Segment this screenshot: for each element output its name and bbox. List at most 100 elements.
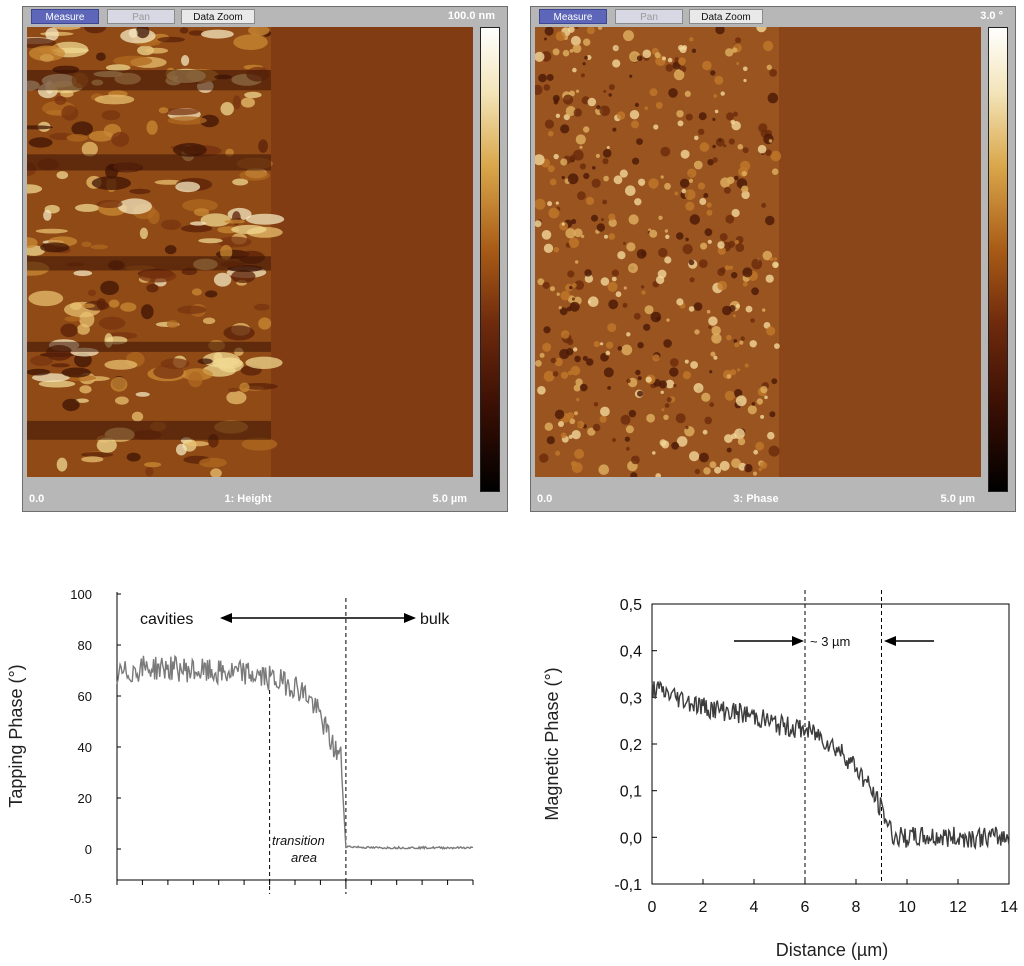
height-texture-grain xyxy=(81,141,98,157)
phase-texture-grain xyxy=(602,199,608,205)
phase-texture-grain xyxy=(553,153,559,160)
phase-texture-grain xyxy=(561,175,565,180)
annotation-bulk: bulk xyxy=(420,611,450,628)
phase-texture-grain xyxy=(573,347,578,352)
height-texture-grain xyxy=(197,358,213,365)
height-texture-grain xyxy=(180,224,213,233)
phase-texture-grain xyxy=(712,117,716,121)
phase-texture-grain xyxy=(645,376,652,383)
phase-texture-grain xyxy=(572,283,577,288)
phase-texture-grain xyxy=(704,228,713,237)
phase-texture-grain xyxy=(740,336,745,341)
phase-texture-grain xyxy=(674,191,679,196)
phase-texture-grain xyxy=(582,62,586,66)
phase-texture-grain xyxy=(587,97,597,107)
phase-texture-grain xyxy=(658,247,668,258)
phase-texture-grain xyxy=(701,392,711,402)
y-tick-label: 0,3 xyxy=(620,690,642,707)
height-texture-grain xyxy=(98,316,126,330)
phase-texture-grain xyxy=(743,66,748,72)
phase-texture-grain xyxy=(628,409,637,418)
x-start-label: 0.0 xyxy=(537,493,553,505)
phase-texture-grain xyxy=(568,237,580,248)
measure-button[interactable]: Measure xyxy=(31,9,99,24)
height-texture-grain xyxy=(141,304,154,320)
phase-texture-grain xyxy=(668,88,678,98)
pan-button[interactable]: Pan xyxy=(615,9,683,24)
phase-texture-grain xyxy=(689,451,700,462)
height-dark-band xyxy=(27,420,271,440)
pan-button[interactable]: Pan xyxy=(107,9,175,24)
phase-texture-grain xyxy=(612,59,621,68)
phase-texture-grain xyxy=(753,449,759,455)
height-texture-grain xyxy=(241,437,278,451)
y-tick-label: 0,4 xyxy=(620,644,642,661)
phase-texture-grain xyxy=(707,239,712,244)
phase-texture-grain xyxy=(702,60,712,71)
phase-texture-grain xyxy=(637,342,644,349)
phase-texture-grain xyxy=(546,74,554,81)
phase-texture-grain xyxy=(734,342,740,348)
phase-texture-grain xyxy=(709,370,713,374)
phase-texture-grain xyxy=(717,246,726,255)
height-texture-grain xyxy=(56,171,69,180)
phase-texture-grain xyxy=(584,55,588,60)
phase-texture-grain xyxy=(670,358,679,367)
phase-texture-grain xyxy=(751,258,763,270)
phase-texture-grain xyxy=(611,269,619,277)
phase-texture-grain xyxy=(680,149,690,159)
height-texture-grain xyxy=(83,27,107,34)
phase-texture-grain xyxy=(700,242,708,250)
phase-texture-grain xyxy=(592,166,596,170)
height-texture-grain xyxy=(56,457,68,472)
x-tick-label: 4 xyxy=(750,899,759,916)
phase-texture-grain xyxy=(606,341,614,349)
height-texture-grain xyxy=(245,213,285,225)
phase-texture-grain xyxy=(679,178,690,188)
phase-texture-grain xyxy=(555,450,561,456)
phase-texture-grain xyxy=(726,334,732,341)
phase-texture-grain xyxy=(641,290,646,295)
height-texture-grain xyxy=(66,134,88,142)
measure-button[interactable]: Measure xyxy=(539,9,607,24)
phase-texture-grain xyxy=(571,462,583,473)
phase-texture-grain xyxy=(723,144,727,148)
phase-texture-grain xyxy=(600,342,604,346)
phase-texture-grain xyxy=(543,326,551,334)
phase-texture-grain xyxy=(762,250,773,261)
phase-texture-grain xyxy=(577,191,586,201)
phase-texture-grain xyxy=(769,257,774,262)
phase-texture-grain xyxy=(580,73,585,78)
phase-texture-grain xyxy=(535,154,545,166)
phase-texture-grain xyxy=(770,150,782,162)
phase-texture-grain xyxy=(597,27,603,30)
phase-texture-grain xyxy=(565,283,573,292)
height-texture-grain xyxy=(30,355,53,367)
height-texture-grain xyxy=(71,121,93,136)
data-zoom-button[interactable]: Data Zoom xyxy=(181,9,255,24)
phase-texture-grain xyxy=(649,229,658,238)
annotation-cavities: cavities xyxy=(140,611,193,628)
height-texture-grain xyxy=(91,176,131,191)
phase-texture-grain xyxy=(556,292,560,296)
phase-texture-grain xyxy=(762,40,774,52)
height-texture-grain xyxy=(120,302,137,312)
data-zoom-button[interactable]: Data Zoom xyxy=(689,9,763,24)
phase-texture-grain xyxy=(573,228,583,238)
phase-texture-grain xyxy=(664,403,670,408)
height-texture-grain xyxy=(101,110,121,121)
phase-texture-grain xyxy=(555,31,566,42)
phase-texture-grain xyxy=(569,90,575,97)
phase-texture-grain xyxy=(571,218,577,225)
phase-texture-grain xyxy=(608,93,612,97)
phase-texture-grain xyxy=(592,423,601,432)
phase-texture-grain xyxy=(649,88,658,97)
phase-texture-grain xyxy=(591,214,598,222)
phase-texture-grain xyxy=(587,427,596,436)
height-texture-grain xyxy=(200,114,219,128)
phase-texture-grain xyxy=(543,84,551,91)
phase-texture-grain xyxy=(664,256,672,264)
height-texture-grain xyxy=(111,131,130,147)
phase-texture-grain xyxy=(682,371,691,380)
phase-texture-grain xyxy=(623,30,634,42)
